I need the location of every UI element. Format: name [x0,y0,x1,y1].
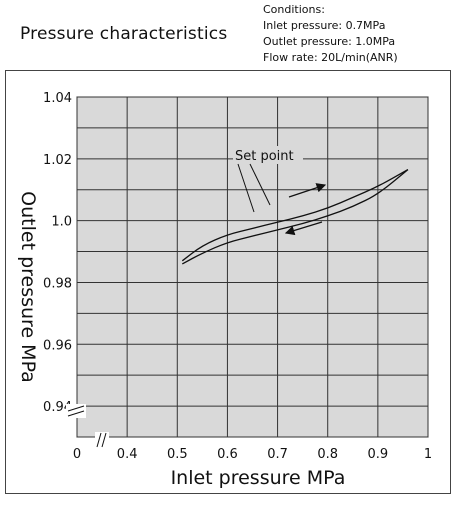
y-axis-break [66,404,86,418]
condition-flow-rate: Flow rate: 20L/min(ANR) [263,51,398,64]
tick-labels: 0 0.4 0.5 0.6 0.7 0.8 0.9 1 0.94 0.96 0.98 1.0 1.02 1… [43,91,432,462]
chart-title: Pressure characteristics [20,24,228,44]
y-tick-label: 1.0 [51,215,72,230]
y-tick-label: 1.02 [43,153,72,168]
x-tick-label: 0.9 [368,447,389,462]
x-tick-label: 1 [424,447,432,462]
x-tick-label: 0.6 [217,447,238,462]
x-tick-label: 0.8 [317,447,338,462]
set-point-leader-lower [237,163,255,213]
chart-frame [5,70,451,494]
set-point-label: Set point [235,149,294,164]
x-tick-label: 0.4 [117,447,138,462]
y-tick-label: 0.98 [43,276,72,291]
conditions-box: Conditions: Inlet pressure: 0.7MPa Outle… [263,2,398,66]
set-point-label-bg [233,146,303,164]
condition-outlet-pressure: Outlet pressure: 1.0MPa [263,35,396,48]
conditions-heading: Conditions: [263,3,325,16]
set-point-leader-upper [249,163,271,206]
annotation-group: Set point [233,146,327,236]
x-tick-label: 0 [73,447,81,462]
x-axis-label: Inlet pressure MPa [171,467,346,489]
x-axis-break [95,432,109,448]
x-tick-label: 0.5 [167,447,188,462]
x-tick-label: 0.7 [267,447,288,462]
grid [76,96,429,438]
increasing-arrow [288,183,327,198]
y-axis-label: Outlet pressure MPa [17,191,39,383]
y-tick-label: 1.04 [43,91,72,106]
condition-inlet-pressure: Inlet pressure: 0.7MPa [263,19,386,32]
series-line-decreasing [181,169,409,265]
series-group [181,169,409,265]
decreasing-arrow [284,221,323,236]
y-tick-label: 0.96 [43,338,72,353]
series-line-increasing [181,169,409,262]
y-tick-label: 0.94 [43,400,72,415]
